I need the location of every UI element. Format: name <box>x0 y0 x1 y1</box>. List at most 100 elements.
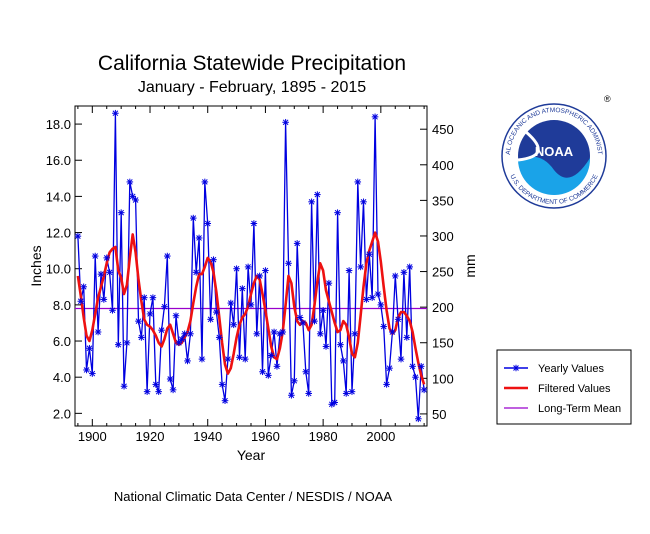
yearly-point <box>363 296 370 303</box>
noaa-logo: NOAA NATIONAL OCEANIC AND ATMOSPHERIC AD… <box>0 0 611 209</box>
yearly-point <box>146 310 154 318</box>
yearly-point <box>397 355 405 363</box>
legend-yearly-label: Yearly Values <box>538 363 605 375</box>
yearly-point <box>143 388 151 395</box>
yearly-point <box>215 334 223 341</box>
x-tick-label: 1980 <box>309 429 338 444</box>
yearly-point <box>239 285 246 292</box>
yearly-point <box>420 386 428 394</box>
yearly-point <box>221 397 229 404</box>
yearly-point <box>189 214 197 222</box>
yearly-point <box>400 269 408 276</box>
yearly-point <box>415 415 422 423</box>
yearly-point <box>155 388 162 395</box>
legend-yearly: Yearly Values <box>504 363 605 375</box>
yearly-point <box>357 263 364 271</box>
yearly-point <box>342 390 350 397</box>
yearly-point <box>117 209 125 216</box>
yearly-point <box>270 328 278 336</box>
yearly-point <box>187 330 194 338</box>
yearly-point <box>175 339 183 347</box>
yearly-point <box>334 209 341 216</box>
yearly-point <box>244 263 252 271</box>
yearly-point <box>129 193 137 200</box>
y-tick-label: 14.0 <box>46 189 71 204</box>
yearly-point <box>380 323 388 330</box>
y-tick-label: 18.0 <box>46 117 71 132</box>
yearly-point <box>247 301 255 309</box>
y2-tick-label: 250 <box>432 265 454 280</box>
yearly-point <box>138 334 145 341</box>
yearly-point <box>374 290 382 298</box>
y2-tick-label: 50 <box>432 407 446 422</box>
yearly-point <box>290 377 298 385</box>
yearly-point <box>386 364 393 372</box>
x-tick-label: 1940 <box>193 429 222 444</box>
yearly-point <box>308 198 315 206</box>
yearly-point <box>103 254 111 262</box>
yearly-point <box>140 294 148 301</box>
yearly-point <box>227 299 235 307</box>
yearly-point <box>89 370 96 377</box>
yearly-point <box>256 272 263 280</box>
yearly-point <box>224 355 232 363</box>
yearly-point <box>241 355 249 363</box>
yearly-point <box>195 234 203 242</box>
yearly-point <box>207 316 214 323</box>
yearly-point <box>112 109 119 117</box>
yearly-point <box>135 317 142 325</box>
yearly-point <box>368 294 376 301</box>
yearly-point <box>106 269 113 276</box>
footer-credit: National Climatic Data Center / NESDIS /… <box>114 489 392 504</box>
yearly-point <box>377 301 385 309</box>
yearly-point <box>337 341 344 348</box>
yearly-point <box>331 399 338 406</box>
yearly-point <box>288 391 295 399</box>
yearly-point <box>285 259 292 267</box>
yearly-point <box>97 270 105 278</box>
filtered-values-line <box>76 231 426 385</box>
yearly-point <box>322 343 330 350</box>
yearly-point <box>152 381 160 388</box>
yearly-point <box>293 240 301 247</box>
yearly-point <box>409 363 416 370</box>
yearly-point <box>83 366 90 374</box>
yearly-point <box>296 314 304 321</box>
y2-tick-label: 300 <box>432 229 454 244</box>
yearly-point <box>164 252 171 260</box>
yearly-point <box>250 220 258 227</box>
yearly-point <box>181 330 188 338</box>
yearly-point <box>184 357 191 365</box>
yearly-point <box>394 316 402 323</box>
yearly-point <box>319 306 327 314</box>
x-tick-label: 1960 <box>251 429 280 444</box>
yearly-point <box>161 303 168 310</box>
legend-star-icon <box>512 364 520 372</box>
yearly-point <box>273 363 281 370</box>
logo-ring-top: NATIONAL OCEANIC AND ATMOSPHERIC ADMINIS… <box>0 0 603 155</box>
yearly-point <box>233 265 240 273</box>
yearly-point <box>230 321 237 329</box>
yearly-point <box>365 250 373 258</box>
yearly-point <box>172 312 180 320</box>
yearly-point <box>236 353 243 361</box>
y-tick-label: 2.0 <box>53 406 71 421</box>
plot-area: 1900 1920 1940 1960 1980 2000 2.0 4.0 6.0 8.0 10.0… <box>46 105 454 444</box>
yearly-point <box>201 178 209 186</box>
yearly-point <box>279 328 287 336</box>
x-tick-label: 2000 <box>366 429 395 444</box>
yearly-point <box>403 334 411 341</box>
yearly-point <box>158 326 165 334</box>
yearly-point <box>305 390 313 397</box>
yearly-point <box>109 306 116 314</box>
legend-filtered: Filtered Values <box>504 383 611 395</box>
yearly-point <box>314 191 321 198</box>
x-axis-label: Year <box>237 447 266 463</box>
yearly-point <box>259 368 266 376</box>
yearly-point <box>178 335 186 343</box>
legend-mean-label: Long-Term Mean <box>538 403 621 415</box>
y-tick-label: 4.0 <box>53 370 71 385</box>
yearly-point <box>120 382 128 390</box>
yearly-point <box>267 352 275 359</box>
